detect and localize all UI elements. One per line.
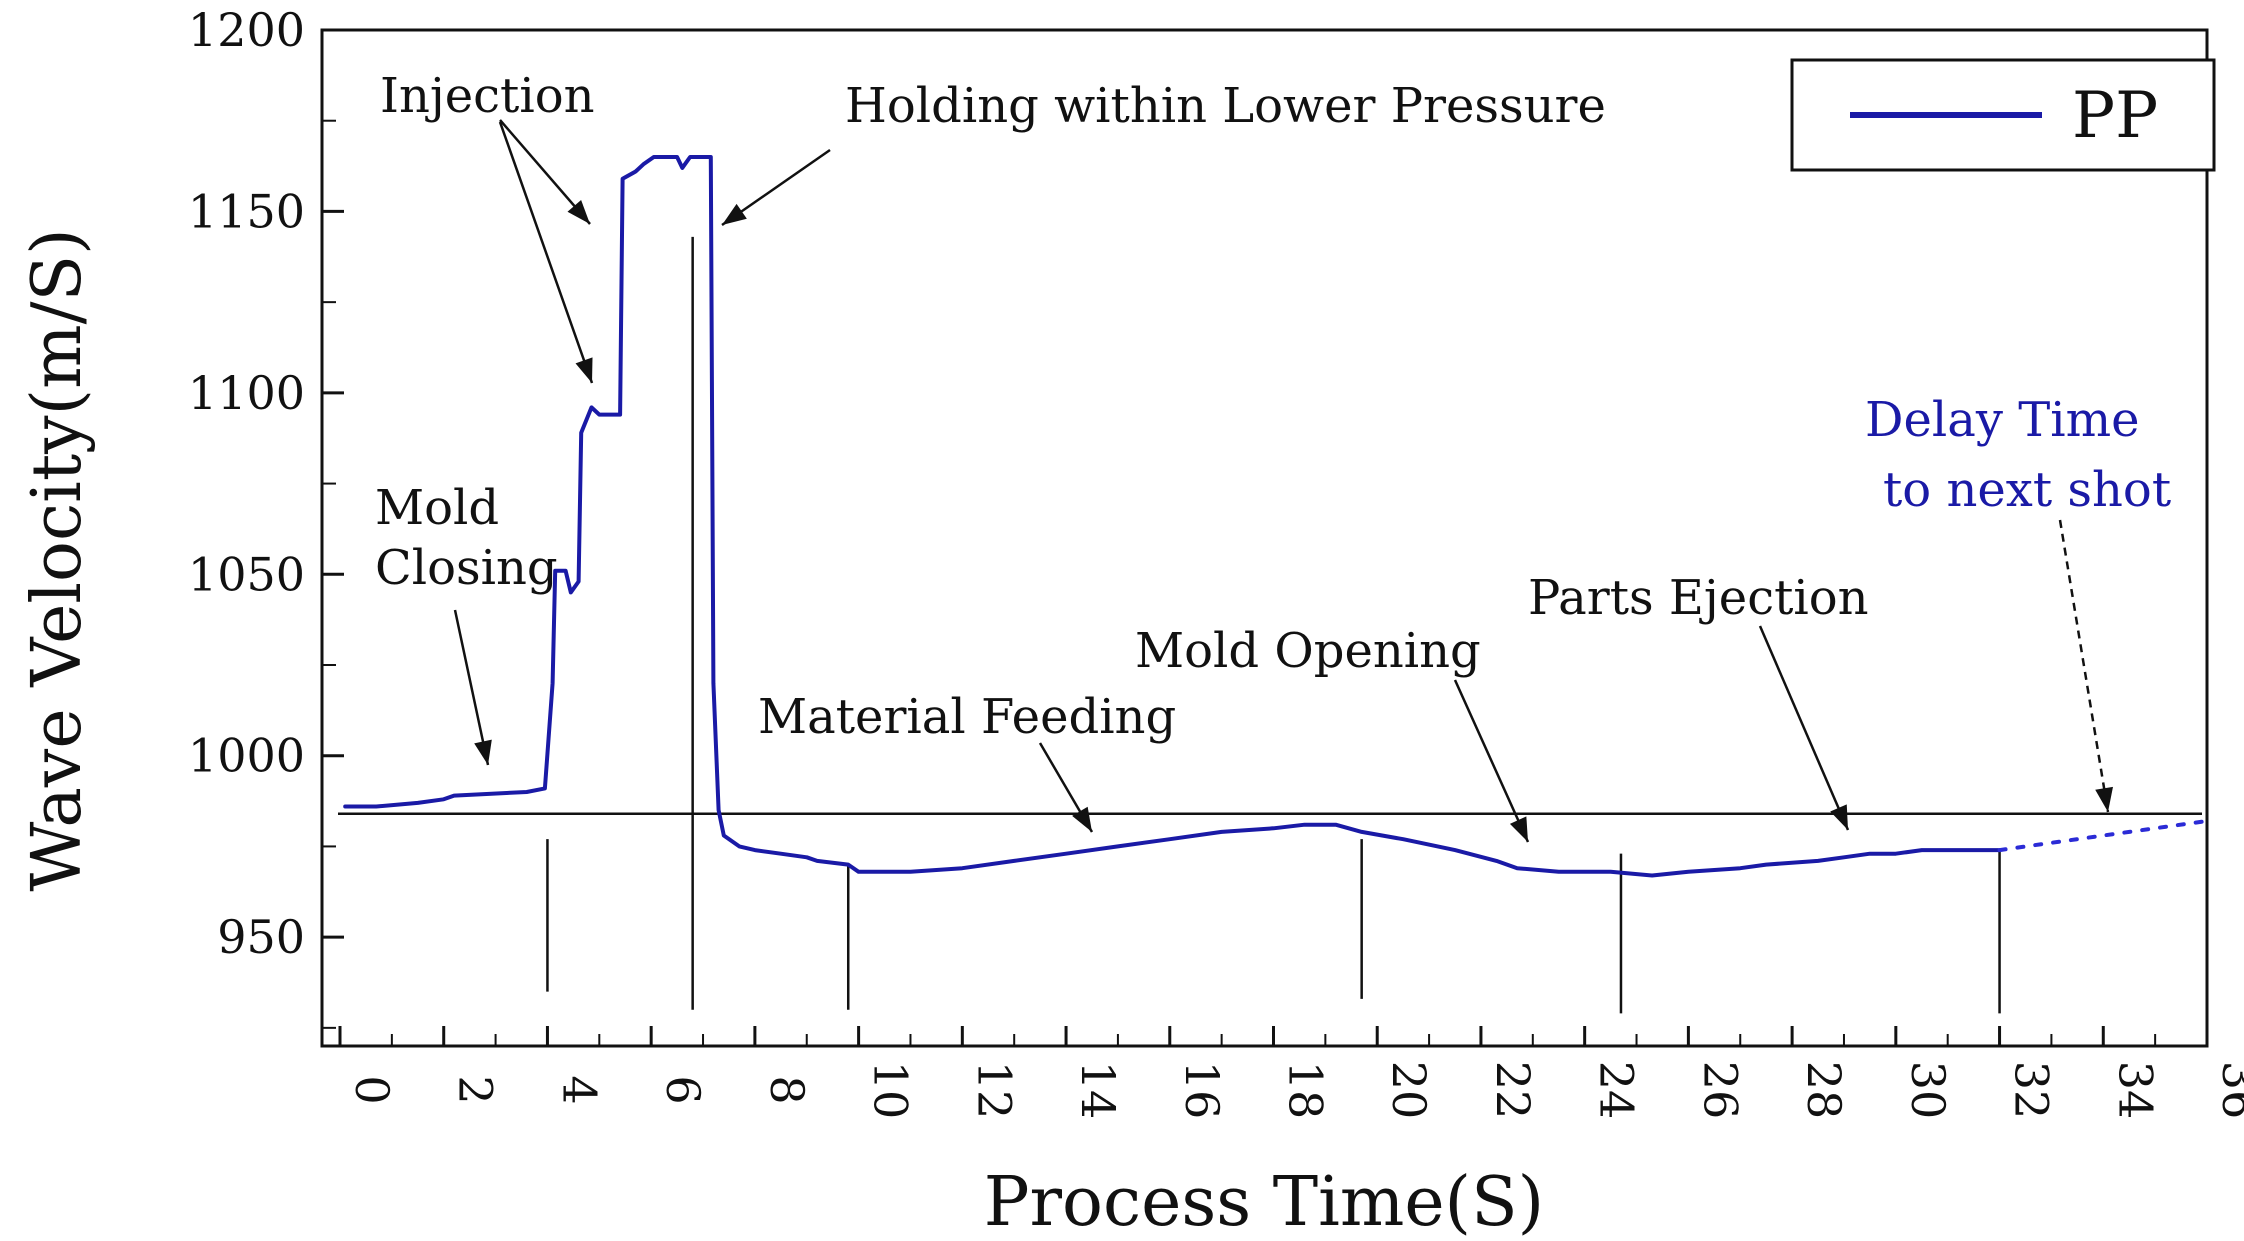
annotation-delay-time: Delay Time to next shot (1865, 392, 2171, 518)
arrow-parts-ejection (1758, 625, 1850, 831)
x-tick-label-20: 20 (1382, 1061, 1436, 1120)
legend: PP (1790, 58, 2216, 172)
plot-frame (320, 28, 2209, 1048)
x-tick-label-8: 8 (760, 1075, 814, 1104)
arrow-parts-ejection-head (1830, 804, 1848, 830)
x-tick-label-22: 22 (1486, 1061, 1540, 1120)
annotation-mold-closing-line2: Closing (375, 540, 558, 596)
arrow-mold-closing (453, 609, 490, 766)
annotation-delay-time-line2: to next shot (1883, 462, 2171, 518)
x-tick-label-16: 16 (1175, 1061, 1229, 1120)
x-tick-label-12: 12 (967, 1061, 1021, 1120)
arrow-holding-head (722, 203, 747, 225)
x-tick-label-34: 34 (2108, 1061, 2162, 1120)
x-tick-label-32: 32 (2005, 1061, 2059, 1120)
x-tick-label-24: 24 (1590, 1061, 1644, 1120)
legend-label-pp: PP (2072, 79, 2158, 153)
y-tick-label-1050: 1050 (188, 547, 305, 601)
y-tick-label-950: 950 (217, 910, 305, 964)
annotation-injection: Injection (380, 68, 595, 124)
x-tick-label-14: 14 (1071, 1061, 1125, 1120)
y-tick-label-1000: 1000 (188, 729, 305, 783)
annotation-parts-ejection: Parts Ejection (1528, 570, 1869, 626)
arrow-mold-opening-head (1509, 816, 1528, 842)
arrow-material-feeding-head (1072, 806, 1092, 832)
arrow-delay-time-head (2095, 786, 2113, 812)
x-tick-label-2: 2 (449, 1075, 503, 1104)
arrow-delay-time (2058, 519, 2110, 813)
annotation-mold-opening: Mold Opening (1135, 623, 1481, 679)
annotation-mold-closing: Mold Closing (375, 480, 558, 596)
arrow-injection-2-head (575, 357, 593, 383)
annotation-holding: Holding within Lower Pressure (845, 78, 1606, 134)
x-tick-label-10: 10 (864, 1061, 918, 1120)
arrow-injection-2 (498, 121, 594, 384)
x-tick-label-26: 26 (1693, 1061, 1747, 1120)
annotation-arrows (453, 119, 2113, 843)
series-line-pp (343, 155, 2002, 878)
x-tick-label-6: 6 (656, 1075, 710, 1104)
x-tick-label-28: 28 (1797, 1061, 1851, 1120)
x-tick-label-36: 36 (2212, 1061, 2244, 1120)
x-tick-label-30: 30 (1901, 1061, 1955, 1120)
annotation-mold-closing-line1: Mold (375, 480, 499, 536)
x-tick-label-4: 4 (552, 1075, 606, 1104)
x-tick-label-18: 18 (1279, 1061, 1333, 1120)
x-axis-title: Process Time(S) (984, 1163, 1544, 1241)
y-tick-label-1200: 1200 (188, 3, 305, 57)
series-line-delay-time (1997, 819, 2209, 853)
arrow-mold-closing-head (474, 739, 492, 765)
arrow-injection-1-head (567, 199, 590, 224)
annotation-material-feeding: Material Feeding (758, 689, 1176, 745)
x-tick-label-0: 0 (345, 1075, 399, 1104)
annotation-delay-time-line1: Delay Time (1865, 392, 2140, 448)
y-tick-label-1150: 1150 (188, 184, 305, 238)
y-tick-label-1100: 1100 (188, 366, 305, 420)
arrow-mold-opening (1453, 679, 1530, 843)
y-axis-title: Wave Velocity(m/S) (18, 228, 97, 891)
